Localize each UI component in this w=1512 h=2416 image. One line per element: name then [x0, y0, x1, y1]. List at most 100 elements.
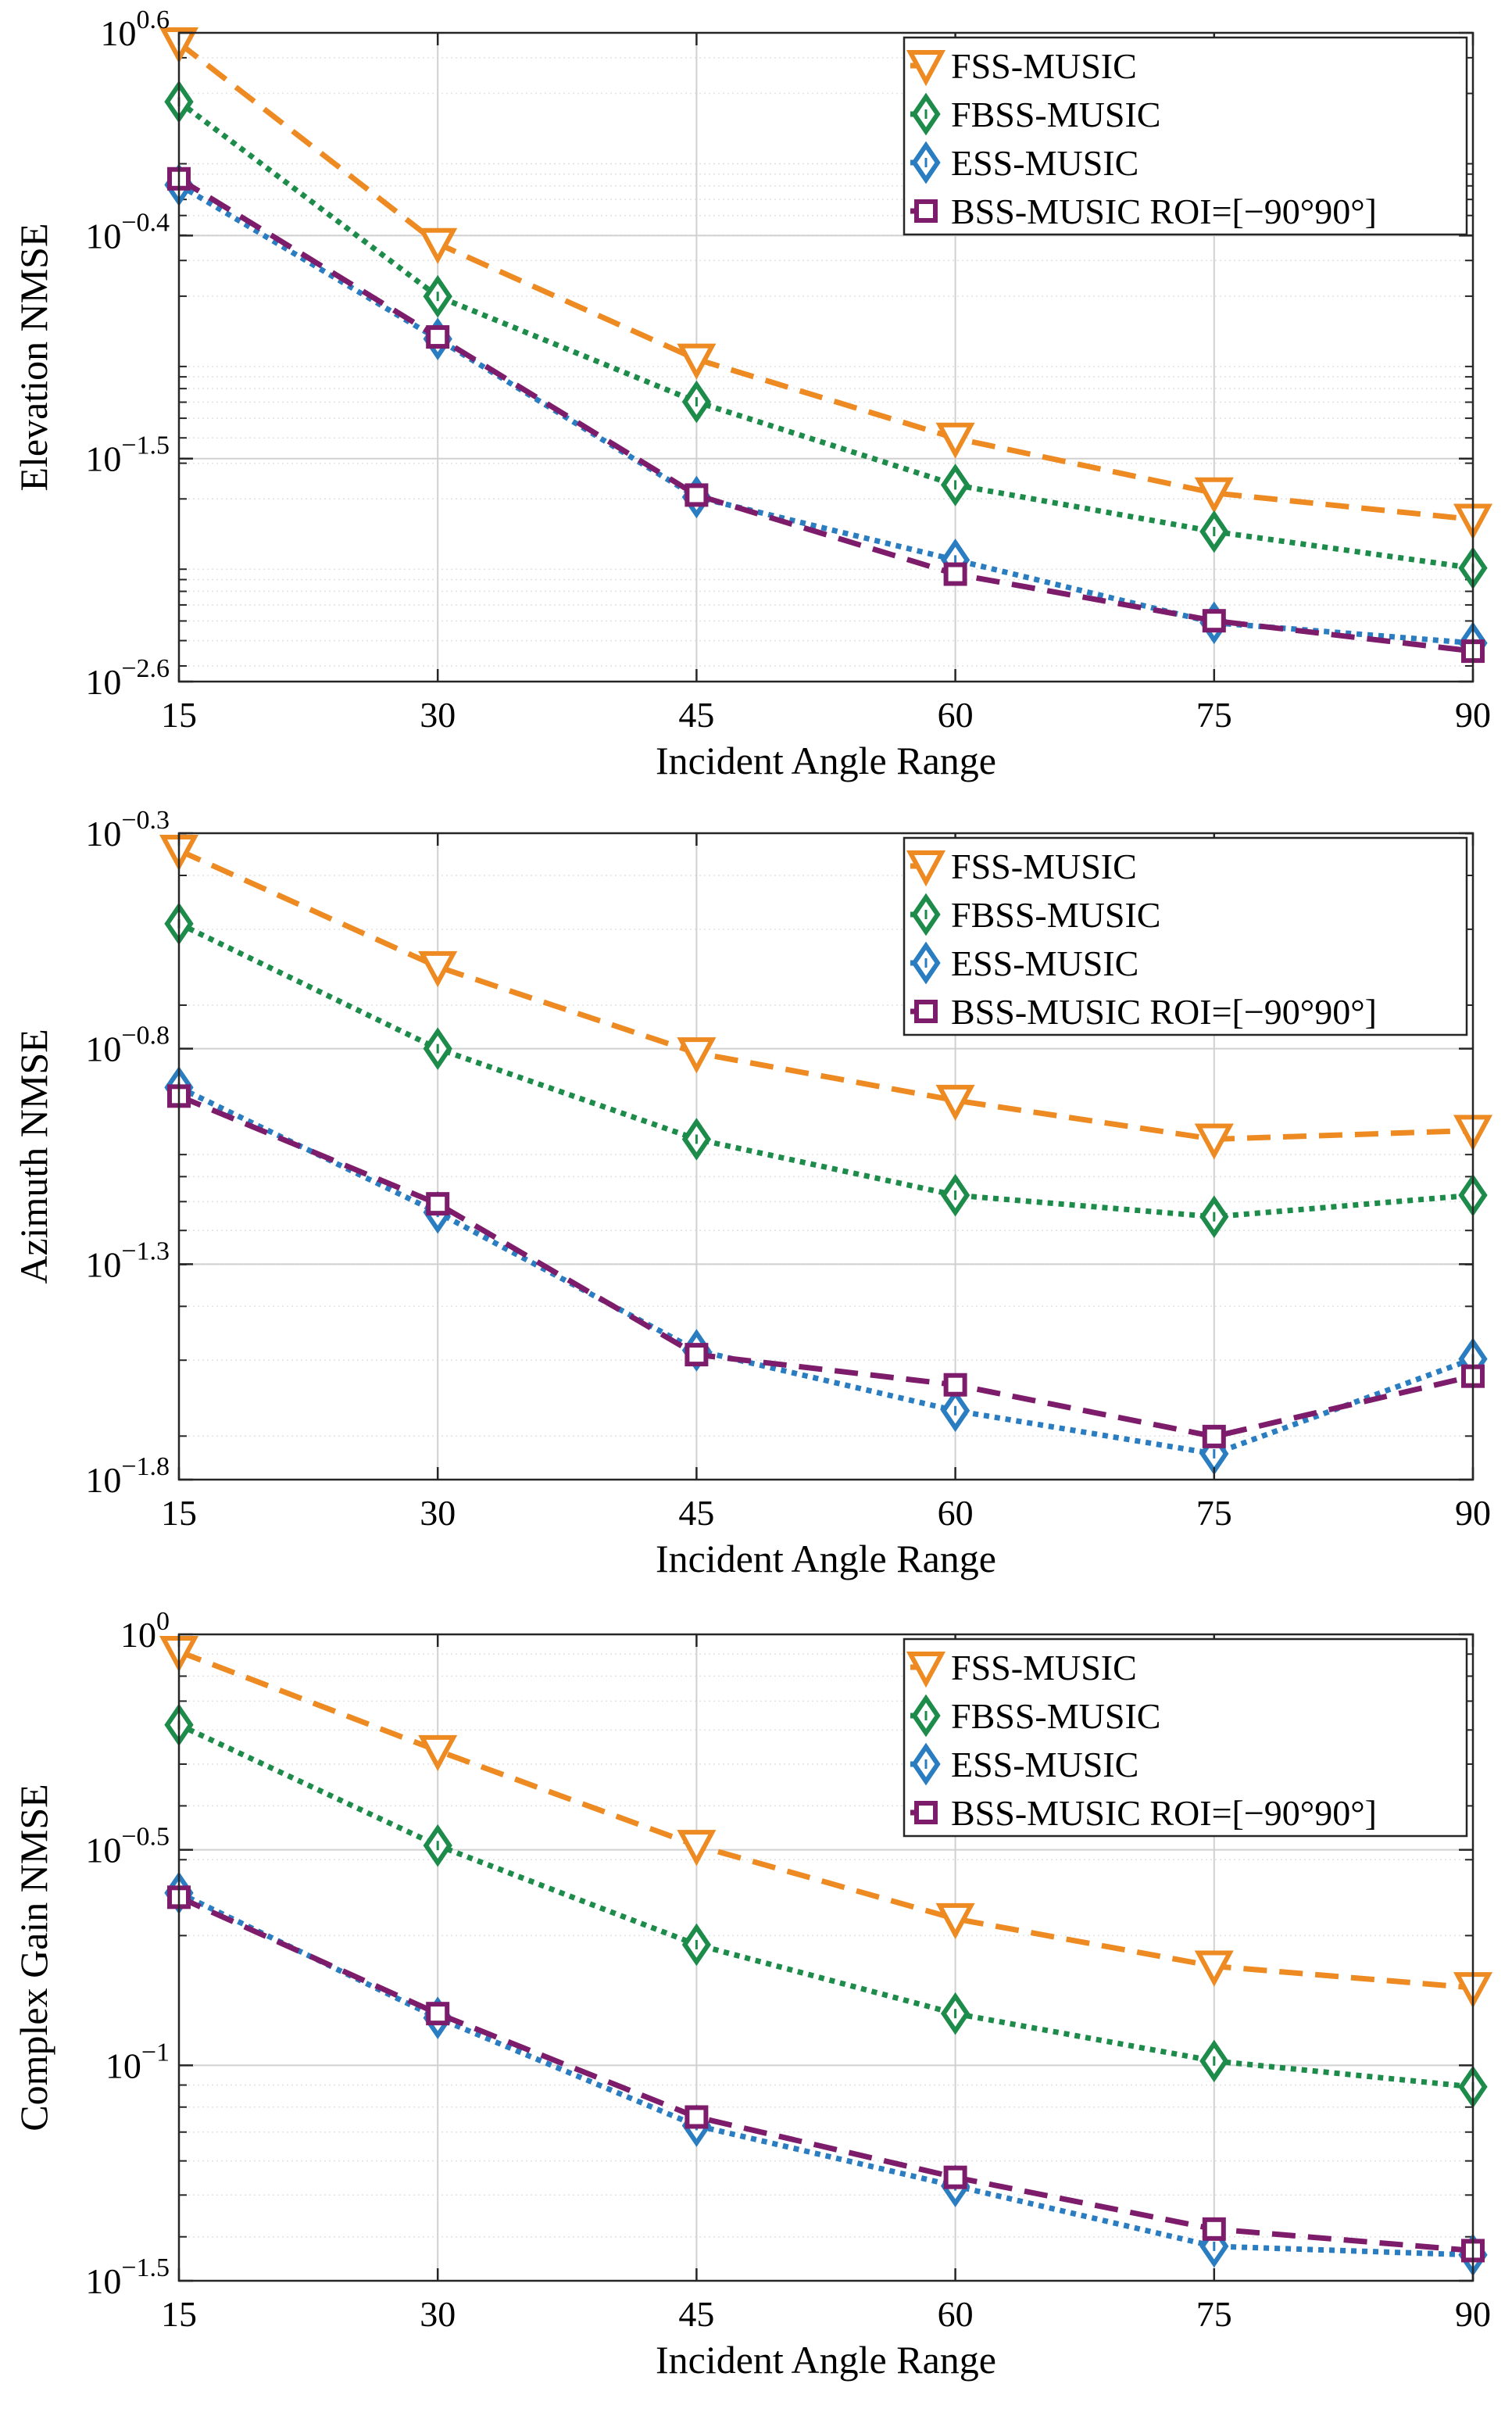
- y-tick-exponent: −1.3: [121, 1237, 170, 1265]
- x-tick-label: 60: [938, 695, 974, 735]
- series-line: [177, 847, 1474, 1142]
- data-point-60: [943, 1373, 967, 1397]
- legend-marker: [914, 1801, 938, 1824]
- x-tick-label: 75: [1196, 1493, 1232, 1533]
- y-tick-exponent: 0: [156, 1607, 170, 1636]
- data-point-75: [1194, 1950, 1234, 1987]
- x-tick-label: 45: [678, 695, 714, 735]
- data-point-45: [685, 483, 709, 507]
- y-tick-base: 10: [105, 2046, 141, 2085]
- x-axis-label: Incident Angle Range: [656, 1537, 996, 1580]
- data-point-30: [418, 950, 458, 988]
- x-tick-label: 75: [1196, 2294, 1232, 2334]
- series-line: [177, 1648, 1474, 1991]
- legend-marker: [906, 1652, 946, 1688]
- y-tick-label: 10−2.6: [85, 654, 170, 702]
- data-point-60: [935, 1902, 975, 1940]
- y-tick-label: 10−1.8: [85, 1452, 170, 1500]
- series-line: [177, 1093, 1474, 1440]
- x-tick-label: 90: [1455, 1493, 1491, 1533]
- legend-label: FSS-MUSIC: [951, 1648, 1137, 1688]
- y-tick-exponent: −2.6: [121, 654, 170, 683]
- legend-item: FBSS-MUSIC: [910, 92, 1160, 136]
- data-point-75: [1202, 1424, 1226, 1448]
- series-line: [177, 182, 1474, 646]
- data-point-75: [1194, 477, 1234, 514]
- legend: FSS-MUSIC FBSS-MUSIC ESS-MUSIC BSS-MUSIC RO…: [903, 36, 1468, 236]
- y-tick-exponent: −0.5: [121, 1823, 170, 1852]
- legend-label: FSS-MUSIC: [951, 46, 1137, 86]
- data-point-60: [935, 422, 975, 460]
- legend-label: FBSS-MUSIC: [951, 1696, 1160, 1736]
- data-point-30: [418, 1734, 458, 1772]
- legend-item: FSS-MUSIC: [906, 1648, 1137, 1688]
- data-point-30: [418, 227, 458, 265]
- x-tick-label: 60: [938, 1493, 974, 1533]
- series-line: [177, 41, 1474, 522]
- data-point-45: [677, 1037, 717, 1074]
- y-tick-label: 10−0.8: [85, 1022, 170, 1069]
- y-tick-exponent: −0.4: [121, 208, 170, 237]
- legend-item: ESS-MUSIC: [910, 141, 1138, 184]
- legend: FSS-MUSIC FBSS-MUSIC ESS-MUSIC BSS-MUSIC RO…: [903, 836, 1468, 1036]
- data-point-60: [943, 2165, 967, 2189]
- legend-item: BSS-MUSIC ROI=[−90°90°]: [910, 992, 1377, 1032]
- legend-item: BSS-MUSIC ROI=[−90°90°]: [910, 191, 1377, 231]
- legend-label: FSS-MUSIC: [951, 846, 1137, 886]
- y-axis-label: Elevation NMSE: [12, 223, 55, 491]
- y-tick-label: 100: [120, 1607, 170, 1655]
- y-tick-exponent: −1.8: [121, 1452, 170, 1481]
- x-tick-label: 60: [938, 2294, 974, 2334]
- data-point-75: [1202, 609, 1226, 633]
- legend-marker: [914, 199, 938, 223]
- y-tick-label: 10−0.5: [85, 1823, 170, 1870]
- data-point-60: [943, 562, 967, 586]
- legend-box: [903, 36, 1468, 236]
- y-tick-base: 10: [85, 1244, 121, 1284]
- chart-panel-1: 15 30 45 60 75 90100.610−0.410−1.510−2.6Incid…: [12, 5, 1493, 782]
- y-tick-base: 10: [85, 216, 121, 256]
- series-line: [177, 99, 1474, 571]
- data-point-75: [1194, 1123, 1234, 1160]
- y-tick-base: 10: [101, 13, 137, 53]
- y-tick-base: 10: [85, 1029, 121, 1069]
- data-point-30: [426, 325, 450, 349]
- series-fbss-music: [164, 902, 1488, 1239]
- y-tick-base: 10: [85, 1831, 121, 1870]
- y-tick-exponent: 0.6: [137, 5, 170, 34]
- x-axis-label: Incident Angle Range: [656, 2338, 996, 2382]
- x-tick-label: 45: [678, 2294, 714, 2334]
- data-point-45: [677, 1830, 717, 1867]
- x-tick-label: 15: [161, 1493, 197, 1533]
- legend-marker: [906, 850, 946, 887]
- legend-label: FBSS-MUSIC: [951, 895, 1160, 935]
- legend-item: ESS-MUSIC: [910, 1742, 1138, 1786]
- legend-label: ESS-MUSIC: [951, 1745, 1138, 1784]
- legend-label: FBSS-MUSIC: [951, 95, 1160, 134]
- series-line: [177, 1895, 1474, 2253]
- y-tick-label: 100.6: [101, 5, 170, 53]
- y-tick-label: 10−1.3: [85, 1237, 170, 1284]
- data-point-45: [677, 343, 717, 380]
- x-tick-label: 15: [161, 695, 197, 735]
- legend-box: [903, 1638, 1468, 1838]
- y-tick-exponent: −1: [141, 2038, 170, 2067]
- y-tick-label: 10−1.5: [85, 431, 170, 479]
- legend-marker: [906, 50, 946, 87]
- legend-item: BSS-MUSIC ROI=[−90°90°]: [910, 1793, 1377, 1833]
- y-tick-base: 10: [85, 814, 121, 854]
- x-tick-label: 30: [420, 2294, 456, 2334]
- data-point-30: [426, 1192, 450, 1216]
- series-fss-music: [159, 1636, 1493, 2009]
- y-axis-label: Azimuth NMSE: [12, 1029, 55, 1283]
- legend-item: FBSS-MUSIC: [910, 1694, 1160, 1738]
- x-axis-label: Incident Angle Range: [656, 739, 996, 782]
- series-line: [177, 176, 1474, 654]
- legend-label: BSS-MUSIC ROI=[−90°90°]: [951, 992, 1377, 1032]
- series-line: [177, 1890, 1474, 2258]
- y-axis-label: Complex Gain NMSE: [12, 1784, 55, 2131]
- data-point-45: [685, 2105, 709, 2129]
- legend-item: FBSS-MUSIC: [910, 893, 1160, 936]
- y-tick-label: 10−1.5: [85, 2253, 170, 2301]
- legend-item: FSS-MUSIC: [906, 46, 1137, 87]
